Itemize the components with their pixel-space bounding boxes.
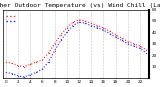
Title: Milwaukee Weather Outdoor Temperature (vs) Wind Chill (Last 24 Hours): Milwaukee Weather Outdoor Temperature (v… (0, 3, 160, 8)
